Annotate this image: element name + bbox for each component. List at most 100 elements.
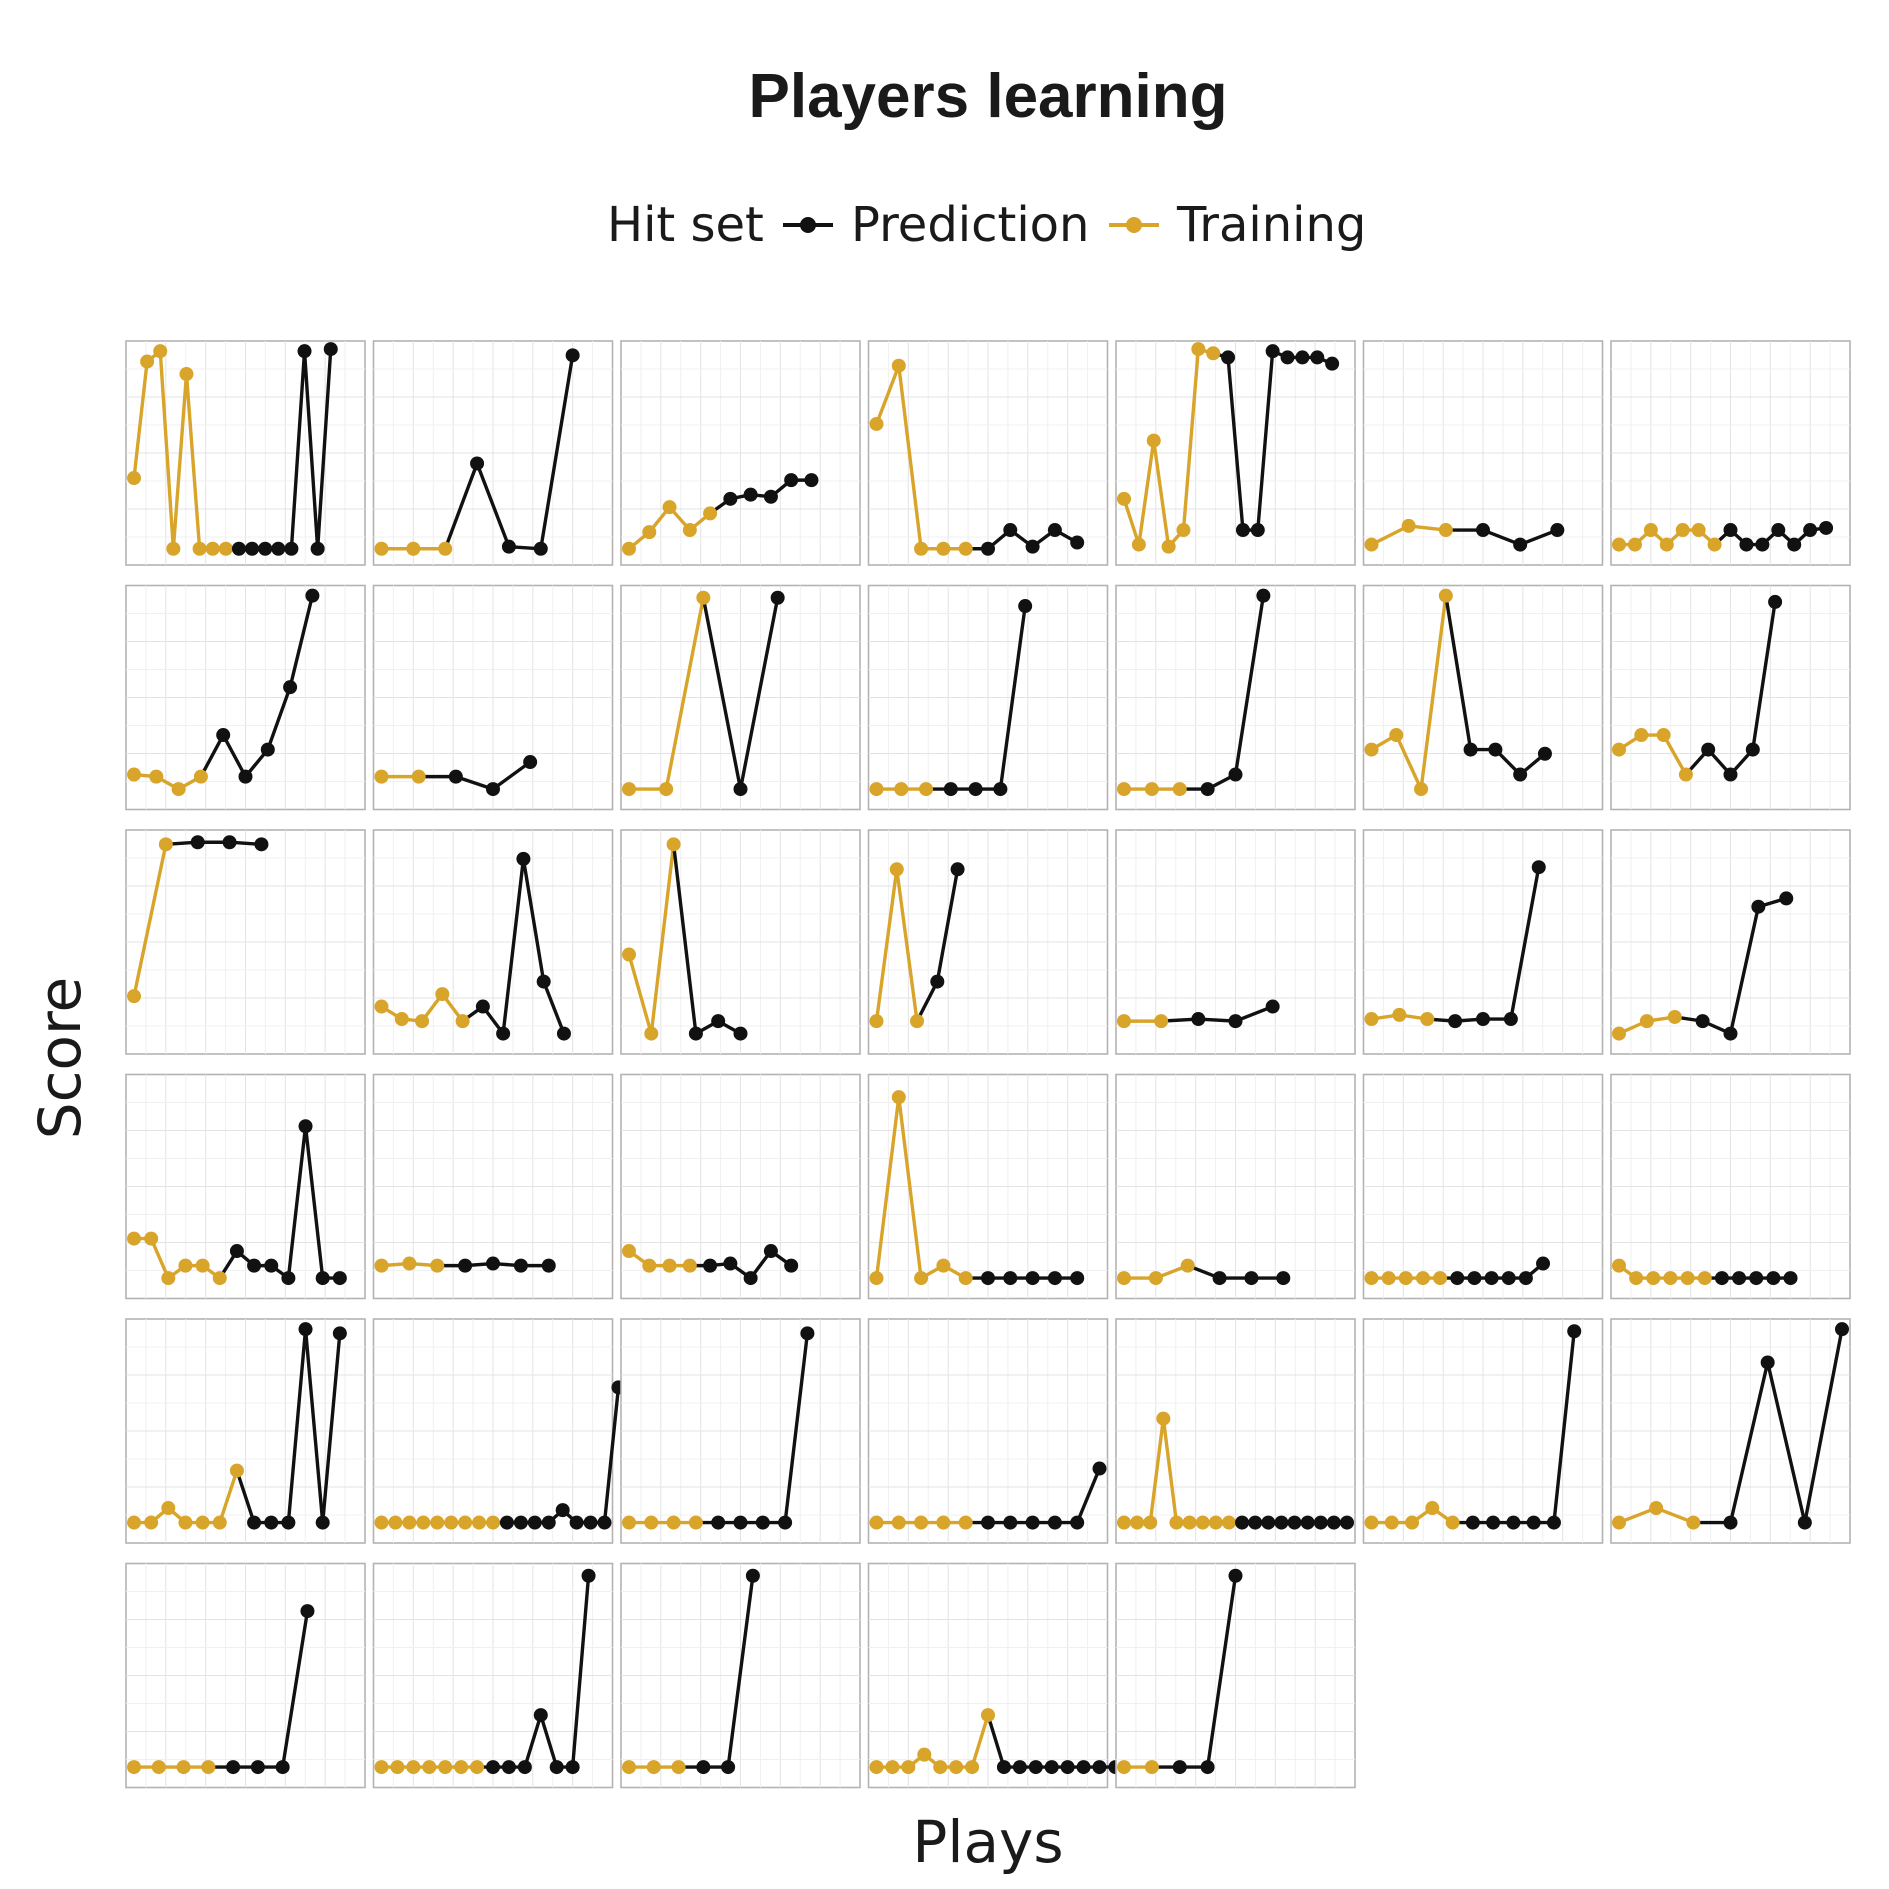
prediction-point [1766, 1271, 1781, 1286]
panel-2 [372, 340, 614, 566]
training-point [1364, 1515, 1379, 1530]
prediction-point [260, 742, 275, 757]
training-point [1172, 782, 1187, 797]
training-point [682, 523, 697, 538]
series-segment [491, 760, 532, 791]
prediction-point [1235, 1515, 1250, 1530]
training-point [659, 782, 674, 797]
prediction-point [1486, 1515, 1501, 1530]
training-point [682, 1258, 697, 1273]
prediction-point [523, 755, 538, 770]
panel-21 [1610, 829, 1851, 1055]
training-point [885, 1760, 900, 1775]
prediction-point [1261, 1515, 1276, 1530]
prediction-point [533, 541, 548, 556]
training-point [1627, 537, 1642, 552]
legend-item-prediction[interactable]: Prediction [783, 197, 1089, 253]
prediction-point [458, 1258, 473, 1273]
series-segment [541, 979, 566, 1036]
series-segment [602, 1385, 621, 1525]
panel-16 [372, 829, 614, 1055]
training-point [1364, 1012, 1379, 1027]
training-point [212, 1271, 227, 1286]
prediction-point [1287, 1515, 1302, 1530]
series-segment [1233, 593, 1266, 777]
training-point [914, 1515, 929, 1530]
series-segment [303, 1124, 325, 1280]
prediction-point [1501, 1271, 1516, 1286]
prediction-point [1783, 1271, 1798, 1286]
series-segment [1256, 349, 1275, 532]
series-segment [1205, 1574, 1238, 1769]
prediction-point [1070, 1271, 1085, 1286]
series-segment [303, 1327, 325, 1525]
prediction-point [1092, 1461, 1107, 1476]
prediction-point [1732, 1271, 1747, 1286]
series-segment [783, 1331, 810, 1525]
prediction-point [1047, 523, 1062, 538]
training-point [869, 1014, 884, 1029]
prediction-point [475, 999, 490, 1014]
training-point [454, 1760, 469, 1775]
training-point [435, 987, 450, 1002]
prediction-point [1300, 1515, 1315, 1530]
training-point [151, 1760, 166, 1775]
series-segment [970, 1713, 990, 1769]
prediction-point [1092, 1760, 1107, 1775]
series-segment [664, 596, 706, 791]
panel-25 [867, 1073, 1109, 1300]
training-point [1182, 1515, 1197, 1530]
prediction-point [1723, 523, 1738, 538]
prediction-point [565, 348, 580, 363]
panel-13 [1362, 584, 1604, 811]
prediction-point [1567, 1324, 1582, 1339]
prediction-point [1191, 1012, 1206, 1027]
training-point [1130, 1515, 1145, 1530]
panel-39 [867, 1562, 1123, 1789]
prediction-point [1340, 1515, 1354, 1530]
training-point [1143, 1515, 1158, 1530]
prediction-point [1025, 539, 1040, 554]
prediction-point [1325, 356, 1340, 371]
prediction-point [711, 1014, 726, 1029]
prediction-point [943, 782, 958, 797]
prediction-point [1739, 537, 1754, 552]
series-segment [1137, 438, 1156, 547]
training-point [949, 1760, 964, 1775]
training-point [444, 1515, 459, 1530]
training-point [891, 358, 906, 373]
training-point [914, 541, 929, 556]
panel-26 [1115, 1073, 1356, 1300]
prediction-point [1076, 1760, 1091, 1775]
series-segment [218, 1468, 239, 1525]
training-point [1389, 728, 1404, 743]
legend-item-training[interactable]: Training [1109, 197, 1366, 253]
prediction-point [1295, 350, 1310, 365]
prediction-point [1771, 523, 1786, 538]
training-point [642, 525, 657, 540]
training-point [411, 769, 426, 784]
panel-33 [1115, 1318, 1356, 1544]
training-point [1438, 588, 1453, 603]
prediction-point [1256, 588, 1271, 603]
prediction-point [1003, 523, 1018, 538]
series-segment [1765, 1360, 1807, 1525]
prediction-point [723, 1256, 738, 1271]
training-point [192, 541, 207, 556]
training-point [166, 541, 181, 556]
training-point [1117, 1271, 1131, 1286]
panel-15 [125, 829, 366, 1055]
series-segment [221, 733, 248, 779]
legend-key-prediction-dot [800, 217, 816, 233]
prediction-point [597, 1515, 612, 1530]
training-point [1659, 537, 1674, 552]
training-point [1629, 1271, 1644, 1286]
series-segment [302, 349, 320, 551]
training-point [910, 1014, 925, 1029]
training-point [1438, 523, 1453, 538]
series-segment [315, 347, 333, 551]
series-segment [1552, 1329, 1576, 1525]
prediction-point [271, 541, 286, 556]
prediction-point [733, 1515, 748, 1530]
training-point [894, 782, 909, 797]
